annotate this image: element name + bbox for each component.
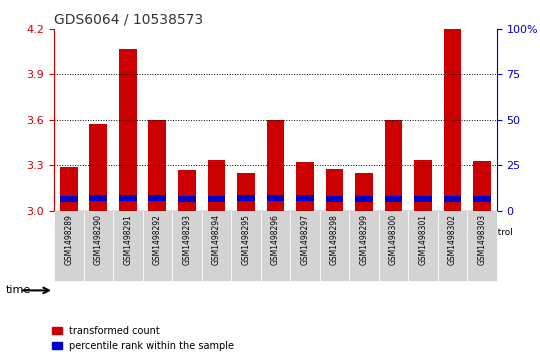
Text: GSM1498302: GSM1498302: [448, 214, 457, 265]
FancyBboxPatch shape: [201, 211, 231, 281]
Bar: [326, 169, 343, 211]
Bar: [444, 29, 461, 211]
FancyBboxPatch shape: [438, 213, 497, 252]
Text: arthritis in 1-2
weeks: arthritis in 1-2 weeks: [169, 223, 234, 242]
Bar: [178, 196, 195, 202]
FancyBboxPatch shape: [54, 211, 84, 281]
Text: GSM1498292: GSM1498292: [153, 214, 162, 265]
Bar: [207, 160, 225, 211]
FancyBboxPatch shape: [143, 211, 172, 281]
Bar: [90, 195, 107, 201]
Text: GSM1498291: GSM1498291: [123, 214, 132, 265]
Bar: [444, 196, 461, 202]
Bar: [355, 173, 373, 211]
Bar: [267, 195, 284, 201]
FancyBboxPatch shape: [349, 213, 438, 252]
FancyBboxPatch shape: [231, 211, 261, 281]
FancyBboxPatch shape: [54, 213, 143, 252]
Text: GSM1498303: GSM1498303: [477, 214, 487, 265]
Text: GSM1498294: GSM1498294: [212, 214, 221, 265]
Text: GSM1498297: GSM1498297: [300, 214, 309, 265]
Bar: [90, 123, 107, 211]
Bar: [60, 167, 78, 211]
Text: GSM1498293: GSM1498293: [183, 214, 191, 265]
Text: GSM1498289: GSM1498289: [64, 214, 73, 265]
Bar: [119, 195, 137, 201]
FancyBboxPatch shape: [261, 213, 349, 252]
FancyBboxPatch shape: [113, 211, 143, 281]
Bar: [296, 162, 314, 211]
Text: arthritis in 3-4
weeks: arthritis in 3-4 weeks: [273, 223, 338, 242]
Text: declining arthritis > 2
weeks: declining arthritis > 2 weeks: [344, 223, 443, 242]
Text: time: time: [5, 285, 31, 295]
Bar: [355, 196, 373, 202]
Text: non-induced control: non-induced control: [422, 228, 512, 237]
Text: GDS6064 / 10538573: GDS6064 / 10538573: [54, 12, 203, 26]
Bar: [296, 195, 314, 201]
Bar: [237, 195, 255, 201]
FancyBboxPatch shape: [467, 211, 497, 281]
Bar: [119, 49, 137, 211]
FancyBboxPatch shape: [408, 211, 438, 281]
Text: GSM1498296: GSM1498296: [271, 214, 280, 265]
Bar: [473, 161, 491, 211]
Bar: [148, 120, 166, 211]
Bar: [148, 195, 166, 201]
Text: GSM1498295: GSM1498295: [241, 214, 251, 265]
FancyBboxPatch shape: [84, 211, 113, 281]
Bar: [414, 196, 432, 202]
FancyBboxPatch shape: [290, 211, 320, 281]
FancyBboxPatch shape: [172, 211, 201, 281]
Text: arthritis in 0-3 days: arthritis in 0-3 days: [54, 228, 143, 237]
Bar: [267, 120, 284, 211]
Bar: [237, 174, 255, 211]
FancyBboxPatch shape: [143, 213, 261, 252]
Bar: [60, 196, 78, 202]
Text: GSM1498300: GSM1498300: [389, 214, 398, 265]
Text: GSM1498290: GSM1498290: [94, 214, 103, 265]
Text: GSM1498299: GSM1498299: [360, 214, 368, 265]
Text: GSM1498301: GSM1498301: [418, 214, 428, 265]
FancyBboxPatch shape: [261, 211, 290, 281]
Bar: [326, 196, 343, 202]
Bar: [414, 160, 432, 211]
Text: GSM1498298: GSM1498298: [330, 214, 339, 265]
Bar: [384, 120, 402, 211]
FancyBboxPatch shape: [379, 211, 408, 281]
FancyBboxPatch shape: [349, 211, 379, 281]
Bar: [473, 196, 491, 202]
Bar: [384, 196, 402, 202]
Legend: transformed count, percentile rank within the sample: transformed count, percentile rank withi…: [48, 322, 238, 355]
Bar: [178, 171, 195, 211]
Bar: [207, 196, 225, 202]
FancyBboxPatch shape: [320, 211, 349, 281]
FancyBboxPatch shape: [438, 211, 467, 281]
